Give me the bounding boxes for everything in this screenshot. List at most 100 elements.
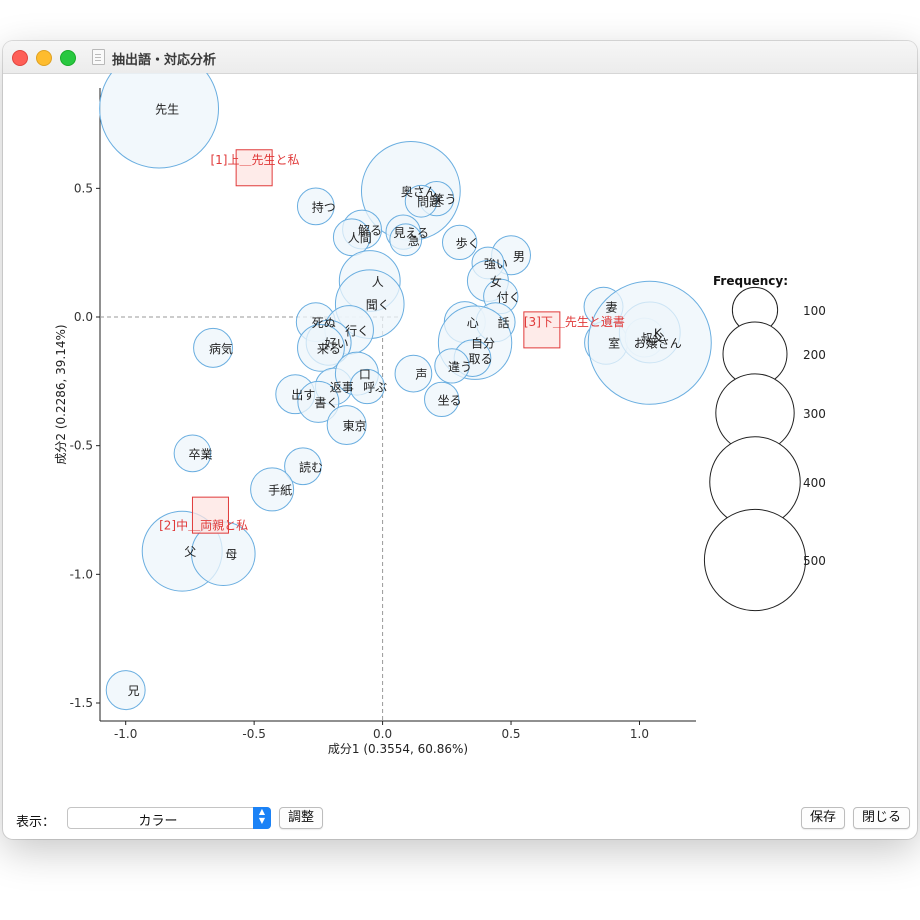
point-label: 自分: [471, 337, 495, 351]
point-label: 持つ: [312, 199, 336, 214]
display-label: 表示：: [16, 815, 56, 830]
point-label: 母: [225, 548, 237, 562]
point-label: 東京: [343, 419, 367, 433]
point-label: 先生: [155, 103, 179, 117]
bubble: [326, 405, 367, 446]
point-label: 急: [408, 233, 420, 248]
point-label: 叔父: [641, 332, 665, 346]
point-label: 出す: [291, 388, 315, 402]
point-label: 坐る: [438, 393, 462, 407]
bubble: [394, 354, 433, 393]
group-marker: [523, 311, 561, 349]
save-button[interactable]: 保存: [801, 807, 845, 829]
point-label: 室: [608, 336, 620, 351]
point-label: 聞く: [366, 298, 390, 312]
group-label: [1]上＿先生と私: [210, 153, 299, 167]
point-label: 問題: [417, 195, 441, 209]
point-label: 人間: [348, 231, 372, 245]
point-label: 来る: [317, 342, 341, 356]
group-label: [3]下＿先生と遺書: [524, 314, 625, 329]
bottom-bar: 表示： カラー ▲ ▼ 調整 保存 閉じる: [3, 801, 917, 839]
group-marker: [191, 496, 229, 534]
legend-label: 400: [803, 476, 826, 490]
plot-axes: -1.0 -0.5 0.0 0.5 1.0 -1.5 -1.0 -0.5 0.0 0.5 成分1 (…: [54, 88, 696, 756]
bubble: [105, 670, 146, 711]
bubble: [434, 348, 470, 384]
point-label: 呼ぶ: [363, 380, 387, 394]
y-axis-title: 成分2 (0.2286, 39.14%): [54, 324, 68, 464]
legend-label: 100: [803, 304, 826, 318]
zoom-window-button[interactable]: [60, 50, 76, 66]
group-layer: [191, 149, 561, 534]
point-label: 兄: [128, 684, 140, 698]
legend-label: 500: [803, 554, 826, 568]
bubble: [284, 447, 322, 486]
close-button[interactable]: 閉じる: [853, 807, 910, 829]
frequency-legend: Frequency: 100 200 300 400 500: [703, 274, 826, 612]
x-tick-label: 0.0: [373, 727, 392, 741]
adjust-button[interactable]: 調整: [279, 807, 323, 829]
point-label: 書く: [314, 396, 338, 410]
minimize-window-button[interactable]: [36, 50, 52, 66]
point-label: 死ぬ: [312, 316, 336, 330]
bubble: [441, 224, 478, 261]
close-window-button[interactable]: [12, 50, 28, 66]
bubble: [297, 324, 345, 372]
legend-title: Frequency:: [713, 274, 788, 288]
point-label: 病気: [209, 341, 233, 356]
select-stepper-icon: ▲ ▼: [253, 807, 271, 829]
point-label: 歩く: [456, 235, 480, 250]
bubble: [587, 280, 712, 405]
bubble: [193, 327, 233, 368]
point-label: 取る: [468, 352, 492, 366]
bubble: [297, 380, 340, 423]
legend-label: 200: [803, 348, 826, 362]
x-tick-label: 1.0: [630, 727, 649, 741]
correspondence-analysis-plot: -1.0 -0.5 0.0 0.5 1.0 -1.5 -1.0 -0.5 0.0 0.5 成分1 (…: [54, 73, 826, 756]
point-label: 口: [359, 368, 371, 382]
point-label: 強い: [484, 257, 508, 271]
point-label: 妻: [606, 301, 618, 315]
x-tick-label: -0.5: [242, 727, 265, 741]
point-label: 読む: [299, 459, 323, 474]
point-label: 行く: [345, 324, 369, 338]
window-title: 抽出語・対応分析: [112, 53, 217, 68]
bubble: [250, 467, 295, 512]
analysis-window: 抽出語・対応分析 -1.0 -0.5 0.0 0.5 1.0 -1.5 -1.0 -0.5 0.…: [3, 41, 917, 839]
bubble: [389, 223, 423, 257]
point-label: 話: [498, 315, 510, 330]
bubble: [173, 434, 212, 473]
bubble: [349, 368, 385, 405]
y-tick-label: 0.0: [74, 310, 93, 324]
point-label: 奥さん: [401, 185, 437, 199]
display-select[interactable]: カラー ▲ ▼: [67, 807, 271, 829]
y-tick-label: -1.5: [70, 696, 93, 710]
point-label: 手紙: [268, 482, 292, 497]
group-label: [2]中＿両親と私: [159, 517, 248, 532]
point-label: 人: [372, 275, 384, 289]
group-marker: [235, 149, 273, 187]
y-tick-label: -1.0: [70, 567, 93, 581]
bubble-layer: [99, 73, 712, 711]
bubble: [404, 184, 438, 218]
bubble: [424, 381, 460, 418]
point-label: 声: [415, 368, 427, 382]
point-label: 違う: [448, 360, 472, 374]
bubble: [296, 187, 335, 226]
point-label: お嬢さん: [634, 337, 682, 351]
y-tick-label: 0.5: [74, 181, 93, 195]
point-label: 解る: [358, 224, 382, 238]
point-label: 見える: [393, 226, 429, 240]
legend-label: 300: [803, 407, 826, 421]
point-label: K: [654, 326, 663, 340]
y-tick-label: -0.5: [70, 439, 93, 453]
point-label: 好い: [325, 337, 349, 351]
document-icon: [92, 49, 105, 65]
point-label: 卒業: [188, 447, 212, 461]
point-label: 心: [467, 316, 479, 330]
point-label: 笑う: [433, 192, 457, 207]
point-label: 男: [513, 249, 525, 263]
x-tick-label: -1.0: [114, 727, 137, 741]
bubble: [99, 73, 220, 169]
